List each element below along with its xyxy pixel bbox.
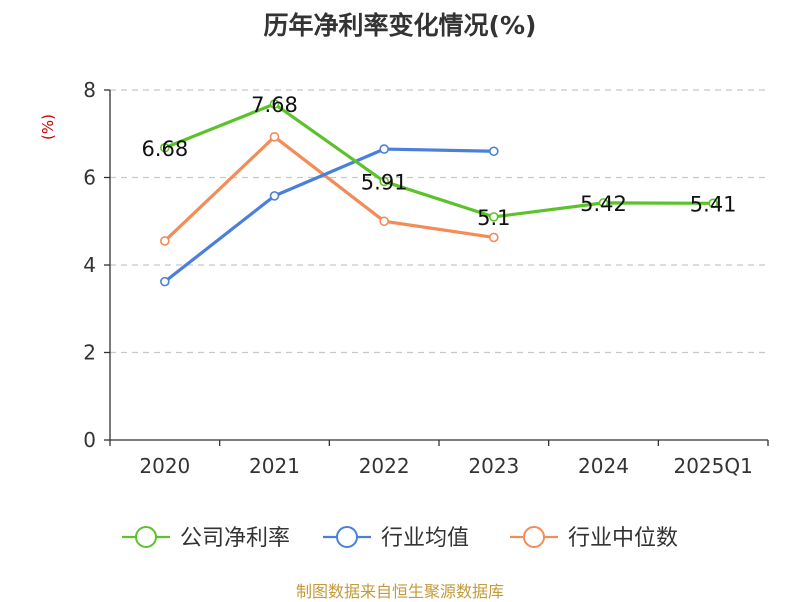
series-line-2 (163, 135, 495, 243)
x-tick-label-2022: 2022 (359, 454, 410, 478)
series-1-point-2 (379, 144, 389, 154)
series-2-point-2 (379, 216, 389, 227)
legend-label-2: 行业中位数 (568, 526, 678, 551)
data-label-2023: 5.1 (477, 206, 510, 230)
series-layer (160, 99, 718, 287)
x-tick-label-2024: 2024 (578, 454, 629, 478)
y-tick-label-4: 4 (83, 253, 96, 277)
x-tick-label-2020: 2020 (139, 454, 190, 478)
chart-title: 历年净利率变化情况(%) (263, 11, 537, 40)
y-tick-label-2: 2 (83, 341, 96, 365)
x-tick-label-2023: 2023 (468, 454, 519, 478)
data-label-2021: 7.68 (251, 93, 298, 117)
axis-layer: 0 2 4 6 8 2020 2021 2022 2023 2024 2025Q1 (%) (39, 78, 769, 478)
series-0-point-5 (708, 198, 718, 209)
y-tick-label-0: 0 (83, 428, 96, 452)
legend-marker-1 (336, 526, 358, 548)
series-0-point-0 (160, 142, 170, 153)
series-line-0 (164, 102, 714, 219)
y-axis-label: (%) (39, 114, 57, 140)
data-label-2024: 5.42 (580, 192, 627, 216)
legend-marker-0 (135, 526, 157, 548)
series-0-point-2 (379, 176, 389, 187)
y-tick-label-8: 8 (83, 78, 96, 102)
series-2-point-0 (160, 236, 170, 246)
series-2-point-3 (489, 232, 499, 243)
x-tick-label-2021: 2021 (249, 454, 300, 478)
label-layer: 6.68 7.68 5.91 5.1 5.42 5.41 (141, 93, 736, 230)
series-1-point-1 (269, 191, 280, 201)
series-line-1 (163, 147, 494, 283)
series-0-point-3 (489, 212, 499, 222)
series-1-point-0 (160, 276, 170, 287)
legend: 公司净利率 行业均值 行业中位数 (122, 526, 678, 551)
series-0-point-4 (598, 198, 609, 208)
data-label-2022: 5.91 (361, 170, 408, 194)
series-0-point-1 (269, 99, 280, 109)
source-note: 制图数据来自恒生聚源数据库 (295, 582, 504, 601)
data-label-2025Q1: 5.41 (690, 192, 737, 216)
legend-label-0: 公司净利率 (180, 526, 290, 551)
legend-marker-2 (523, 526, 545, 548)
series-1-point-3 (489, 146, 499, 157)
data-label-2020: 6.68 (141, 137, 188, 161)
y-tick-label-6: 6 (83, 166, 96, 190)
series-2-point-1 (269, 132, 280, 142)
x-tick-label-2025Q1: 2025Q1 (673, 454, 752, 478)
legend-label-1: 行业均值 (381, 526, 469, 551)
